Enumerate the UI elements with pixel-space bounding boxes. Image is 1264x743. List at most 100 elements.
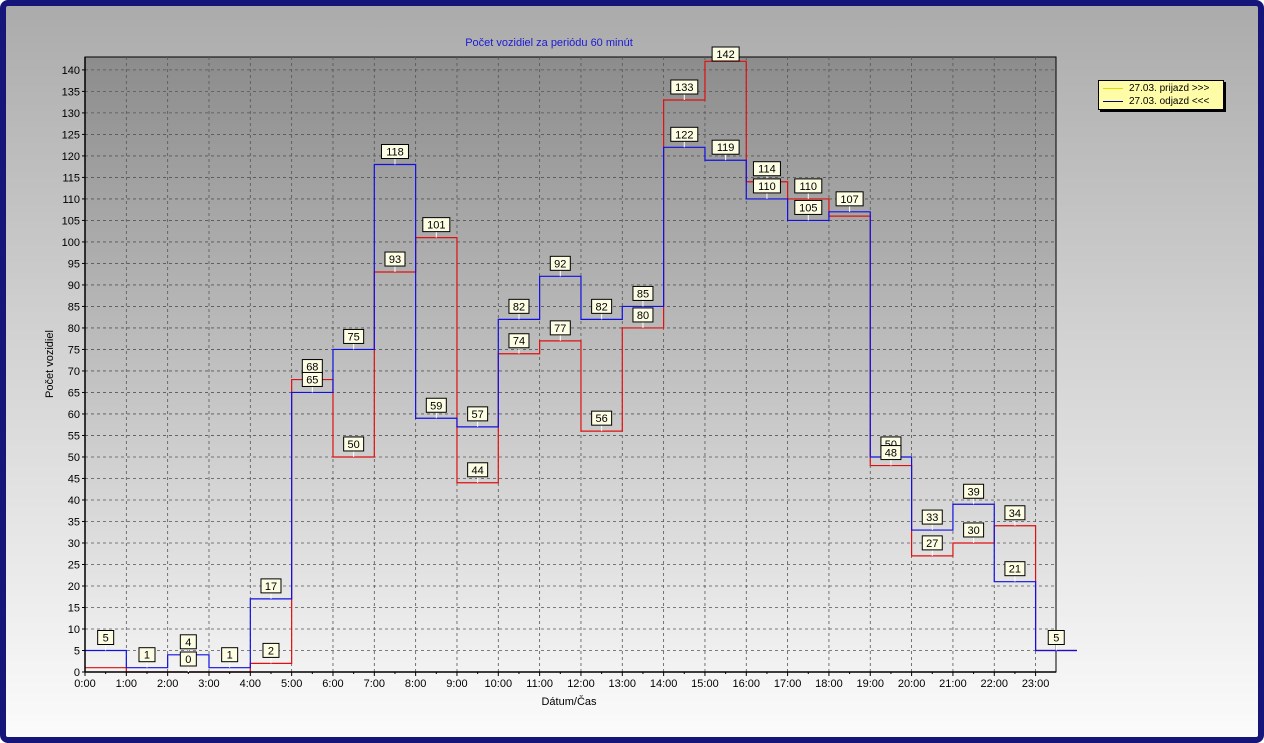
y-tick-label: 30 [68, 538, 80, 550]
x-tick-label: 22:00 [980, 678, 1008, 690]
data-label: 5 [1047, 629, 1065, 651]
y-tick-label: 110 [62, 194, 80, 206]
data-label: 119 [711, 139, 740, 161]
data-label-box [384, 251, 406, 267]
data-label: 65 [301, 371, 323, 393]
y-tick-label: 140 [62, 65, 80, 77]
data-label-text: 65 [306, 374, 318, 386]
data-label: 2 [262, 642, 280, 664]
plot-area [84, 56, 1057, 673]
y-tick-label: 95 [68, 258, 80, 270]
data-label-box [921, 535, 943, 551]
x-tick-label: 11:00 [526, 678, 553, 690]
data-label: 17 [260, 578, 282, 599]
series-lines [85, 60, 1077, 673]
data-label-box [343, 436, 365, 452]
x-tick-label: 20:00 [898, 678, 926, 690]
data-label-text: 2 [268, 645, 274, 657]
data-label: 74 [508, 333, 530, 354]
data-label-text: 110 [758, 181, 776, 193]
data-label: 93 [384, 251, 406, 273]
x-tick-label: 12:00 [567, 678, 595, 690]
legend-item-prijazd: 27.03. prijazd >>> [1103, 82, 1209, 95]
data-label-box [1047, 629, 1065, 645]
data-label-box [711, 46, 740, 62]
x-tick-label: 2:00 [157, 678, 178, 690]
data-label-box [794, 178, 823, 194]
data-label-box [591, 410, 613, 426]
x-tick-label: 16:00 [733, 678, 761, 690]
data-label-text: 107 [840, 194, 858, 206]
data-label: 75 [343, 328, 365, 350]
data-label-box [179, 651, 197, 667]
y-tick-label: 55 [68, 430, 80, 442]
data-label-box [425, 397, 447, 413]
data-label: 110 [794, 178, 823, 199]
data-label-text: 27 [926, 538, 938, 550]
data-label-text: 75 [348, 331, 360, 343]
data-label-box [508, 333, 530, 349]
x-tick-label: 4:00 [240, 678, 261, 690]
data-label-box [301, 371, 323, 387]
data-label: 59 [425, 397, 447, 419]
data-label: 34 [1004, 505, 1026, 526]
data-label-box [508, 298, 530, 314]
data-label-text: 5 [1053, 632, 1059, 644]
data-label: 105 [794, 199, 823, 221]
data-label-text: 133 [675, 82, 693, 94]
legend-swatch [1103, 100, 1123, 102]
data-label-text: 33 [926, 512, 938, 524]
data-label: 0 [179, 651, 197, 672]
data-label: 101 [422, 217, 451, 238]
data-label-box [1004, 561, 1026, 577]
data-label-text: 4 [185, 637, 191, 649]
data-label: 33 [921, 509, 943, 531]
x-tick-label: 10:00 [485, 678, 513, 690]
data-label: 21 [1004, 561, 1026, 582]
x-tick-label: 1:00 [116, 678, 137, 690]
data-label-text: 122 [675, 129, 693, 141]
data-label-text: 48 [885, 448, 897, 460]
data-label-text: 50 [348, 439, 360, 451]
data-label-box [752, 161, 781, 177]
y-tick-label: 85 [68, 301, 80, 313]
data-label-box [422, 217, 451, 233]
data-label-text: 1 [227, 650, 233, 662]
y-tick-label: 10 [68, 624, 80, 636]
x-tick-label: 21:00 [939, 678, 967, 690]
x-tick-label: 14:00 [650, 678, 678, 690]
y-tick-label: 0 [74, 667, 80, 679]
y-tick-label: 35 [68, 516, 80, 528]
x-tick-label: 5:00 [281, 678, 302, 690]
data-label-box [549, 320, 571, 336]
legend-label: 27.03. odjazd <<< [1129, 96, 1210, 107]
y-tick-label: 80 [68, 323, 80, 335]
data-label: 27 [921, 535, 943, 556]
x-tick-label: 8:00 [405, 678, 426, 690]
x-tick-label: 9:00 [446, 678, 467, 690]
data-label: 50 [343, 436, 365, 457]
data-label-box [835, 191, 864, 207]
x-tick-label: 6:00 [322, 678, 343, 690]
y-tick-label: 75 [68, 344, 80, 356]
data-label-text: 105 [799, 202, 817, 214]
data-label-text: 68 [306, 362, 318, 374]
data-label-text: 74 [513, 336, 525, 348]
data-label-text: 5 [103, 632, 109, 644]
y-tick-label: 50 [68, 452, 80, 464]
data-label-text: 57 [472, 409, 484, 421]
data-label-text: 44 [472, 465, 484, 477]
data-label-text: 0 [185, 654, 191, 666]
data-label-box [752, 178, 781, 194]
y-tick-label: 100 [62, 237, 80, 249]
data-label-box [632, 307, 654, 323]
data-label: 80 [632, 307, 654, 328]
data-label: 92 [549, 255, 571, 277]
data-label: 122 [670, 126, 699, 148]
data-label-text: 59 [430, 400, 442, 412]
data-label-text: 101 [427, 220, 445, 232]
y-axis-title: Počet vozidiel [44, 330, 56, 398]
x-tick-label: 13:00 [609, 678, 637, 690]
